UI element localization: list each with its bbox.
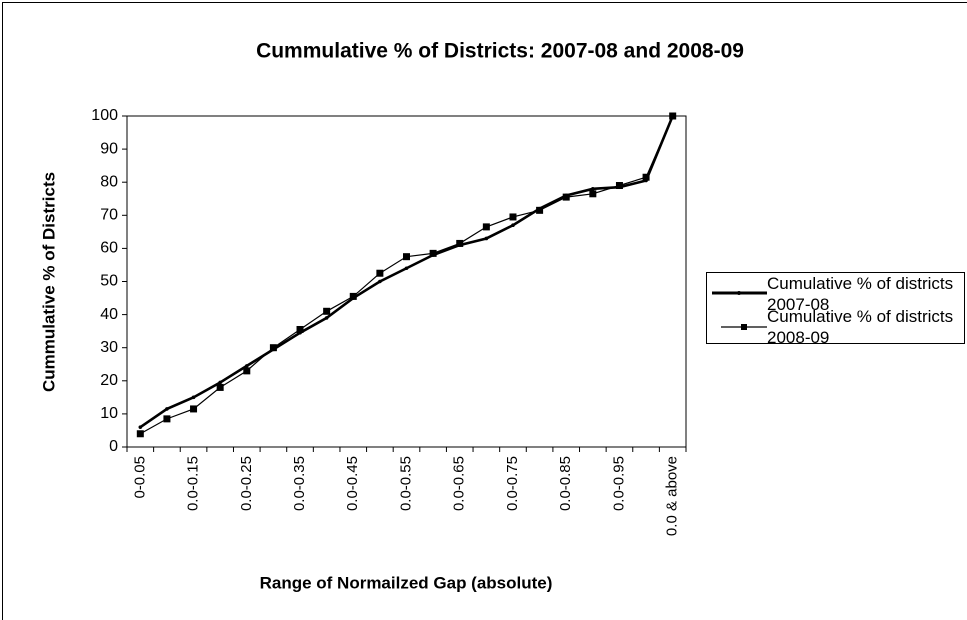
point <box>349 292 357 300</box>
y-tick-label: 40 <box>100 306 118 323</box>
y-axis-label: Cummulative % of Districts <box>39 172 58 392</box>
y-tick-label: 20 <box>100 372 118 389</box>
point <box>136 430 144 438</box>
series-line <box>139 115 674 429</box>
point <box>378 279 382 284</box>
legend: Cumulative % of districts 2007-08 Cumula… <box>706 272 965 347</box>
legend-label: Cumulative % of districts 2008-09 <box>767 307 954 347</box>
point <box>403 253 410 261</box>
point <box>323 307 331 315</box>
x-tick-label: 0.0 & above <box>664 456 681 536</box>
point <box>589 190 597 198</box>
point <box>642 173 650 181</box>
point <box>591 187 595 191</box>
point <box>218 380 222 385</box>
point <box>216 383 224 391</box>
y-tick-label: 30 <box>100 339 118 356</box>
point <box>456 239 464 247</box>
point <box>244 364 249 368</box>
y-tick-label: 0 <box>109 438 118 455</box>
point <box>163 415 171 423</box>
x-tick-label: 0.0-0.75 <box>504 456 521 511</box>
point <box>404 266 409 271</box>
point <box>269 344 277 352</box>
x-tick-label: 0.0-0.45 <box>344 456 361 511</box>
point <box>191 395 196 400</box>
point <box>482 223 490 231</box>
point <box>669 112 677 120</box>
y-tick-label: 90 <box>100 140 118 157</box>
x-tick-label: 0.0-0.15 <box>185 456 202 511</box>
y-tick-label: 50 <box>100 273 118 290</box>
y-tick-label: 10 <box>100 405 118 422</box>
point <box>511 223 515 228</box>
point <box>243 367 251 375</box>
x-tick-label: 0.0-0.35 <box>291 456 308 511</box>
y-tick-label: 70 <box>100 207 118 224</box>
x-tick-label: 0.0-0.25 <box>238 456 255 511</box>
y-tick-label: 100 <box>91 107 118 124</box>
point <box>509 213 517 221</box>
x-tick-label: 0.0-0.65 <box>451 456 468 511</box>
point <box>138 425 143 429</box>
legend-label: Cumulative % of districts 2007-08 <box>767 274 954 314</box>
point <box>324 316 329 320</box>
point <box>190 405 198 413</box>
point <box>615 182 623 190</box>
point <box>429 249 437 257</box>
point <box>165 407 169 411</box>
point <box>484 236 489 241</box>
x-axis-label: Range of Normailzed Gap (absolute) <box>260 573 553 592</box>
point <box>376 269 384 277</box>
x-tick-label: 0.0-0.55 <box>397 456 414 511</box>
point <box>562 193 570 201</box>
x-tick-label: 0.0-0.85 <box>557 456 574 511</box>
x-tick-label: 0-0.05 <box>131 456 148 499</box>
legend-key-marker <box>741 324 747 330</box>
y-tick-label: 60 <box>100 240 118 257</box>
point <box>536 206 544 214</box>
x-tick-label: 0.0-0.95 <box>610 456 627 511</box>
legend-keys <box>712 291 767 330</box>
plot-border <box>126 115 687 448</box>
chart-title: Cummulative % of Districts: 2007-08 and … <box>256 40 744 63</box>
y-tick-label: 80 <box>100 173 118 190</box>
point <box>296 325 304 333</box>
legend-key-marker <box>737 291 741 295</box>
